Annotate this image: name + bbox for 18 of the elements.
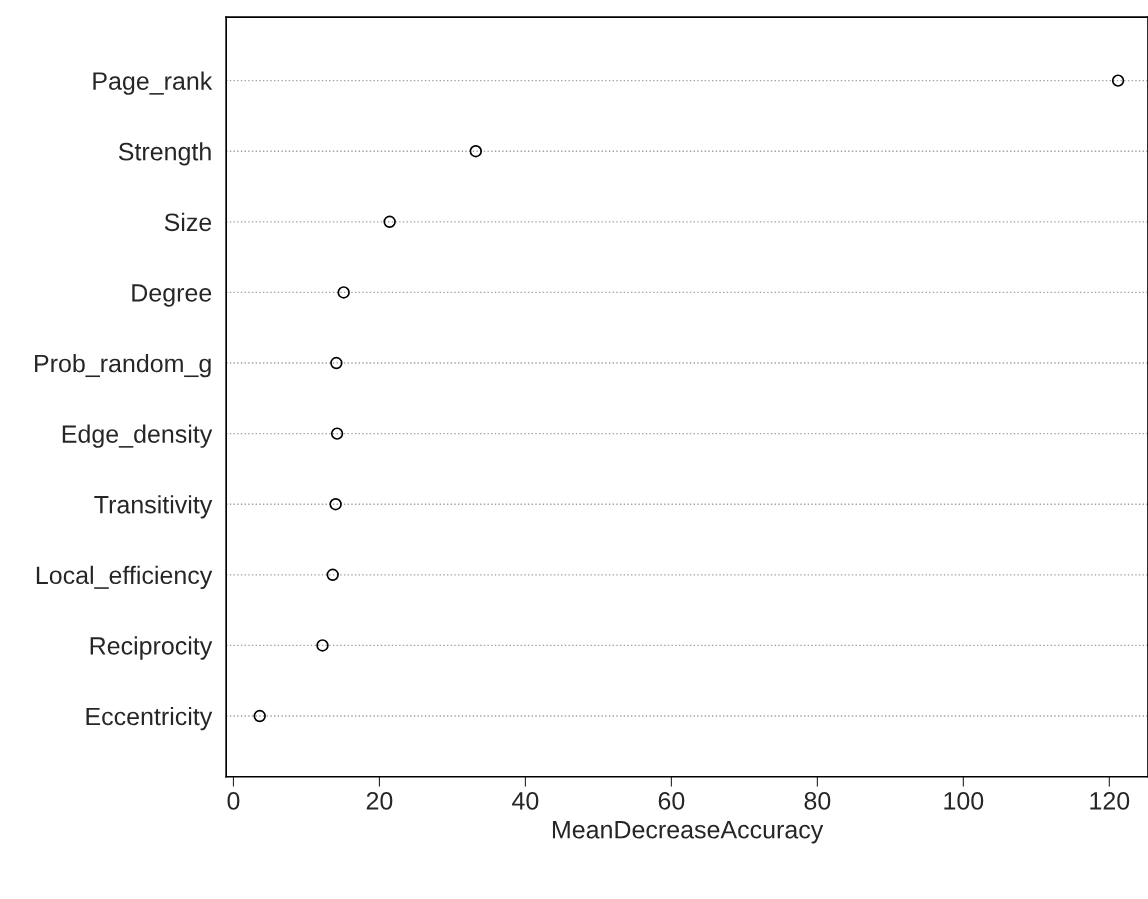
y-tick-label: Edge_density bbox=[62, 424, 213, 448]
x-tick-label: 60 bbox=[658, 791, 685, 810]
x-tick-label: 100 bbox=[944, 791, 984, 810]
y-tick-label: Local_efficiency bbox=[36, 565, 213, 590]
y-tick-label: Eccentricity bbox=[86, 706, 213, 731]
y-tick-label: Page_rank bbox=[93, 71, 213, 95]
x-tick-label: 120 bbox=[1090, 791, 1130, 810]
x-tick-label: 20 bbox=[366, 791, 393, 810]
x-tick-label: 40 bbox=[512, 791, 539, 810]
y-tick-label: Prob_random_g bbox=[35, 353, 211, 378]
y-tick-label: Degree bbox=[132, 284, 212, 307]
y-tick-label: Transitivity bbox=[94, 495, 213, 519]
x-tick-label: 80 bbox=[804, 791, 831, 810]
y-tick-label: Size bbox=[164, 212, 212, 232]
x-axis-title: MeanDecreaseAccuracy bbox=[552, 821, 824, 844]
y-tick-label: Strength bbox=[118, 142, 211, 166]
y-tick-label: Reciprocity bbox=[90, 636, 213, 660]
x-tick-label: 0 bbox=[227, 791, 240, 810]
